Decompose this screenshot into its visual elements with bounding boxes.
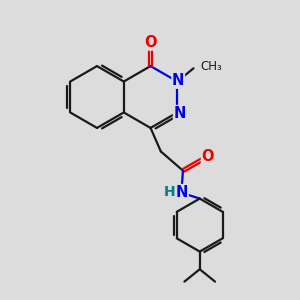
- Text: N: N: [173, 106, 186, 121]
- Text: CH₃: CH₃: [200, 60, 222, 73]
- Text: N: N: [172, 73, 184, 88]
- Text: H: H: [163, 185, 175, 199]
- Text: O: O: [144, 35, 157, 50]
- Text: O: O: [201, 149, 214, 164]
- Text: N: N: [176, 184, 188, 200]
